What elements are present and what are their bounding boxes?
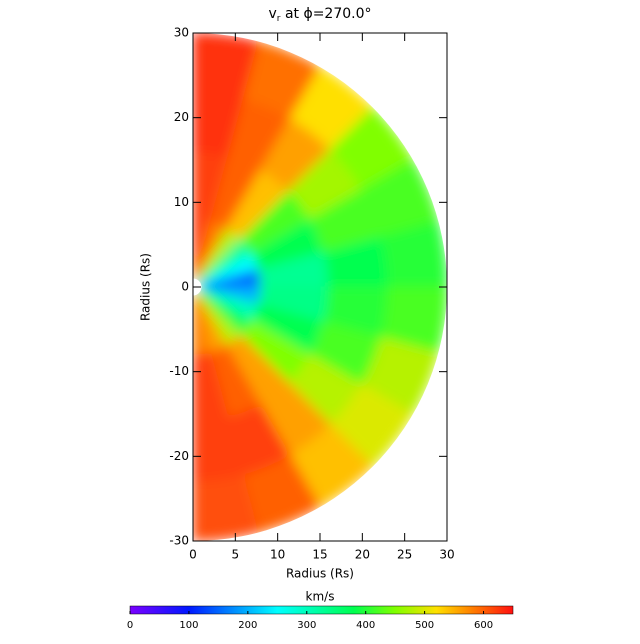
field-cell [193, 474, 260, 541]
x-tick-label: 5 [232, 548, 240, 562]
colorbar [129, 605, 514, 615]
y-tick-label: -30 [169, 534, 189, 548]
x-tick-label: 15 [312, 548, 327, 562]
x-tick-label: 0 [189, 548, 197, 562]
x-tick-label: 30 [439, 548, 454, 562]
field [193, 33, 447, 541]
colorbar-label: km/s [306, 590, 335, 604]
field-clip [193, 33, 447, 541]
chart-title: vr at ϕ=270.0° [268, 6, 371, 24]
y-tick-label: -20 [169, 449, 189, 463]
colorbar-tick-label: 500 [415, 620, 434, 631]
colorbar-tick-label: 600 [474, 620, 493, 631]
y-tick-label: 10 [174, 195, 189, 209]
colorbar-tick-label: 300 [297, 620, 316, 631]
y-tick-label: 20 [174, 110, 189, 124]
x-tick-label: 20 [355, 548, 370, 562]
colorbar-tick-label: 200 [238, 620, 257, 631]
y-tick-label: 30 [174, 26, 189, 40]
x-tick-label: 10 [270, 548, 285, 562]
x-tick-label: 25 [397, 548, 412, 562]
colorbar-tick-label: 100 [179, 620, 198, 631]
y-tick-label: -10 [169, 364, 189, 378]
y-tick-label: 0 [181, 280, 189, 294]
colorbar-tick-label: 400 [356, 620, 375, 631]
x-axis-label: Radius (Rs) [286, 567, 354, 581]
y-axis-label: Radius (Rs) [139, 253, 153, 321]
colorbar-tick-label: 0 [127, 620, 133, 631]
